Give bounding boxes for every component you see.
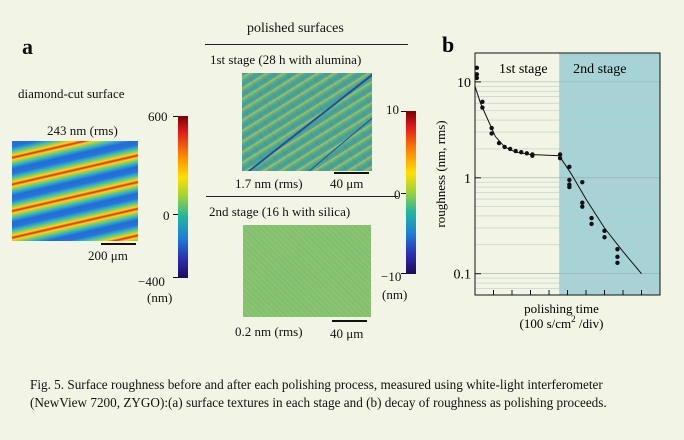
data-point xyxy=(589,215,594,221)
region-label-1st-stage: 1st stage xyxy=(499,62,548,77)
chart-gridlines xyxy=(475,52,660,296)
x-axis-unit: (100 s/cm2 /div) xyxy=(520,314,604,331)
colorbar-left-tick xyxy=(173,277,178,278)
data-point xyxy=(602,228,607,234)
figure-caption: Fig. 5. Surface roughness before and aft… xyxy=(30,377,607,410)
polished-surfaces-header: polished surfaces xyxy=(247,21,344,36)
x-axis-label: polishing time xyxy=(524,301,599,316)
data-point xyxy=(507,146,513,152)
stage2-scale-bar xyxy=(332,320,367,322)
data-point xyxy=(557,156,563,161)
colorbar-left-unit: (nm) xyxy=(147,290,173,305)
y-tick-label: 0.1 xyxy=(454,268,472,283)
data-point xyxy=(615,254,620,260)
data-point xyxy=(519,149,524,155)
stage2-scale-label: 40 μm xyxy=(330,326,364,341)
stage1-scale-bar xyxy=(334,172,369,174)
colorbar-left-bottom-label: −400 xyxy=(138,274,165,289)
colorbar-right-mid-label: 0 xyxy=(394,187,401,202)
data-point xyxy=(480,105,485,110)
stage1-surface-map xyxy=(242,73,372,171)
data-point xyxy=(580,204,585,209)
colorbar-right-unit: (nm) xyxy=(382,287,408,302)
data-point xyxy=(567,184,572,190)
colorbar-left-tick xyxy=(173,214,178,215)
colorbar-left-tick xyxy=(173,116,178,117)
stage1-title: 1st stage (28 h with alumina) xyxy=(210,52,362,67)
data-point xyxy=(567,164,572,170)
stage1-rms-label: 1.7 nm (rms) xyxy=(235,176,303,191)
diamond-rms-label: 243 nm (rms) xyxy=(47,123,118,138)
data-point xyxy=(589,221,594,227)
data-point xyxy=(474,75,480,81)
colorbar-right-tick xyxy=(401,193,406,194)
y-tick-label: 1 xyxy=(464,172,471,187)
y-axis-ticks: 10 1 0.1 xyxy=(454,76,481,283)
colorbar-right xyxy=(406,111,416,274)
data-point xyxy=(496,140,502,146)
data-point xyxy=(567,177,572,183)
colorbar-right-tick xyxy=(401,111,406,112)
data-point xyxy=(580,179,585,185)
region-label-2nd-stage: 2nd stage xyxy=(573,62,626,77)
diamond-scale-bar xyxy=(101,243,136,245)
roughness-chart: b 10 1 0.1 1st stage 2nd stage roughness (… xyxy=(433,32,661,331)
colorbar-right-bottom-label: −10 xyxy=(381,269,402,284)
data-point xyxy=(474,72,480,77)
data-points xyxy=(474,65,620,265)
data-point xyxy=(513,148,518,154)
stage2-rms-label: 0.2 nm (rms) xyxy=(235,324,303,339)
colorbar-right-top-label: 10 xyxy=(386,102,399,117)
data-point xyxy=(615,260,620,265)
diamond-cut-surface-map xyxy=(12,141,138,241)
data-point xyxy=(615,247,620,252)
panel-b-letter: b xyxy=(442,32,454,57)
data-point xyxy=(502,144,507,150)
data-point xyxy=(557,152,563,157)
x-axis-ticks xyxy=(474,290,661,295)
colorbar-left xyxy=(178,116,188,278)
stage2-surface-map xyxy=(243,225,371,317)
data-point xyxy=(524,151,529,156)
data-point xyxy=(489,125,494,131)
data-point xyxy=(580,200,585,205)
header-rule xyxy=(205,44,408,45)
data-point xyxy=(530,153,535,158)
data-point xyxy=(489,131,494,136)
stage1-scale-label: 40 μm xyxy=(330,176,364,191)
colorbar-left-mid-label: 0 xyxy=(163,208,170,223)
colorbar-left-top-label: 600 xyxy=(148,109,168,124)
panel-a-letter: a xyxy=(22,34,33,59)
diamond-scale-label: 200 μm xyxy=(88,248,128,263)
y-axis-label: roughness (nm, rms) xyxy=(433,120,448,227)
stage-divider-rule xyxy=(206,196,398,197)
data-point xyxy=(474,65,480,71)
diamond-cut-label: diamond-cut surface xyxy=(18,86,125,101)
data-point xyxy=(602,235,607,240)
stage2-title: 2nd stage (16 h with silica) xyxy=(209,204,351,219)
data-point xyxy=(480,99,485,104)
y-tick-label: 10 xyxy=(457,76,471,91)
colorbar-right-tick xyxy=(401,273,406,274)
stage2-shaded-region xyxy=(559,53,660,295)
